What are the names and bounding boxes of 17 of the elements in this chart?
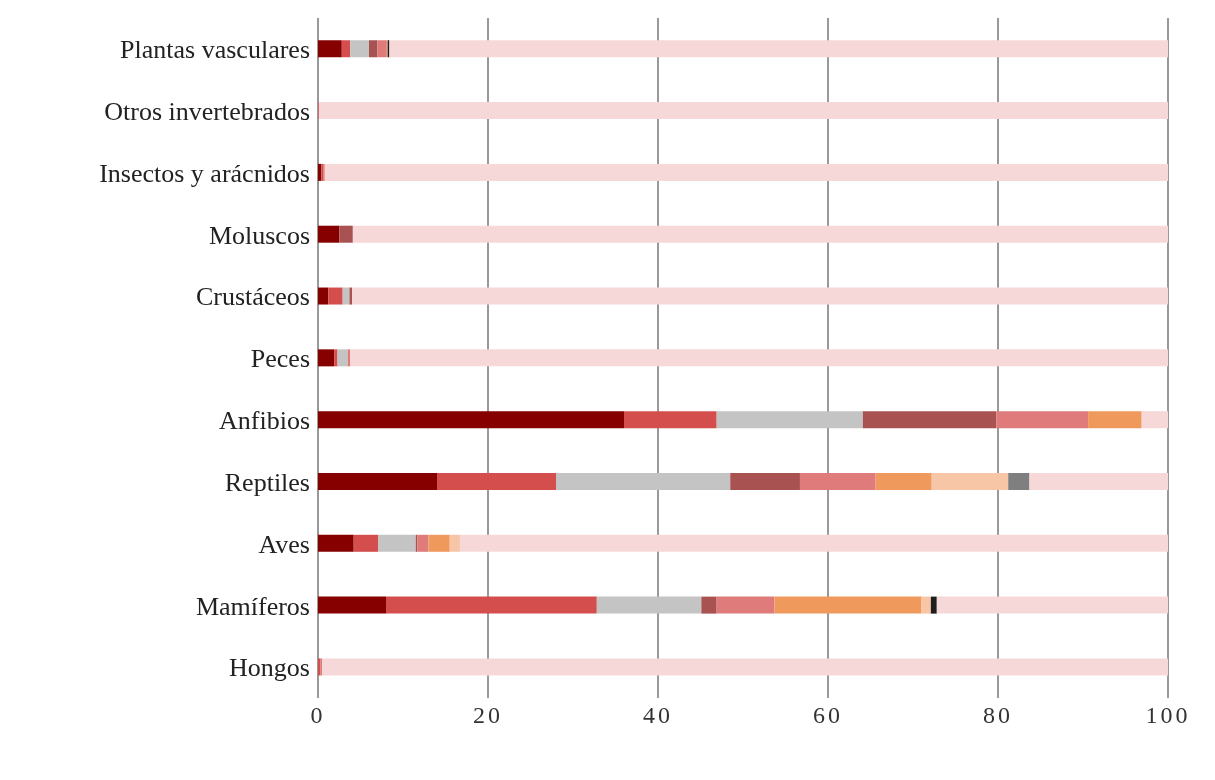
- y-tick-label: Aves: [258, 529, 310, 559]
- y-tick-label: Insectos y arácnidos: [99, 158, 310, 188]
- y-tick-label: Crustáceos: [195, 282, 310, 312]
- y-tick-label: Otros invertebrados: [104, 96, 310, 126]
- y-tick-label: Plantas vasculares: [120, 35, 310, 65]
- x-tick-label: 80: [983, 702, 1013, 729]
- y-tick-label: Reptiles: [224, 467, 310, 497]
- y-tick-label: Mamíferos: [195, 591, 310, 621]
- x-tick-label: 100: [1145, 702, 1191, 729]
- y-tick-label: Anfibios: [219, 406, 310, 436]
- y-tick-label: Moluscos: [208, 220, 310, 250]
- x-tick-label: 20: [473, 702, 503, 729]
- y-tick-label: Hongos: [229, 653, 310, 683]
- x-tick-label: 40: [643, 702, 673, 729]
- x-tick-label: 0: [310, 702, 326, 729]
- x-tick-label: 60: [813, 702, 843, 729]
- y-tick-label: Peces: [250, 344, 310, 374]
